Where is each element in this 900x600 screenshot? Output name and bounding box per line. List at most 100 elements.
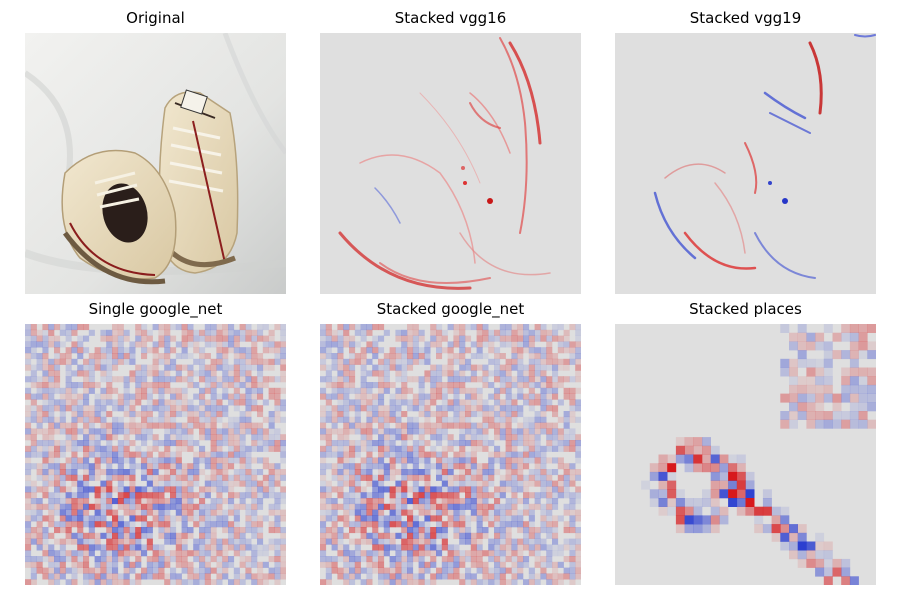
saliency-cell [204,486,211,493]
saliency-cell [36,474,43,481]
saliency-cell [360,364,367,371]
saliency-cell [94,411,101,418]
saliency-cell [436,411,443,418]
saliency-cell [83,556,90,563]
saliency-cell [658,471,668,481]
saliency-cell [320,434,327,441]
saliency-cell [123,428,130,435]
saliency-cell [459,329,466,336]
saliency-cell [175,492,182,499]
saliency-cell [135,341,142,348]
saliency-cell [48,434,55,441]
saliency-cell [228,492,235,499]
saliency-cell [193,335,200,342]
saliency-cell [54,538,61,545]
saliency-cell [59,474,66,481]
saliency-cell [199,515,206,522]
saliency-cell [164,347,171,354]
saliency-cell [360,567,367,574]
saliency-cell [459,498,466,505]
saliency-cell [77,353,84,360]
saliency-cell [354,474,361,481]
saliency-cell [728,498,738,507]
saliency-cell [181,434,188,441]
saliency-cell [534,434,541,441]
saliency-cell [337,515,344,522]
saliency-cell [204,329,211,336]
saliency-cell [401,527,408,534]
saliency-cell [552,445,559,452]
saliency-cell [459,457,466,464]
saliency-cell [675,515,685,525]
saliency-cell [401,556,408,563]
saliency-cell [94,399,101,406]
saliency-cell [65,364,72,371]
saliency-cell [453,324,460,331]
saliency-cell [42,486,49,493]
saliency-cell [470,498,477,505]
saliency-cell [112,347,119,354]
saliency-cell [233,544,240,551]
saliency-cell [575,440,581,447]
saliency-cell [360,440,367,447]
saliency-cell [42,358,49,365]
saliency-cell [152,469,159,476]
saliency-cell [401,509,408,516]
saliency-cell [141,486,148,493]
saliency-cell [164,416,171,423]
saliency-cell [354,469,361,476]
saliency-cell [204,324,211,331]
saliency-cell [488,416,495,423]
saliency-cell [222,457,229,464]
saliency-cell [112,527,119,534]
saliency-cell [36,411,43,418]
saliency-cell [106,544,113,551]
saliency-cell [476,498,483,505]
saliency-cell [135,463,142,470]
saliency-cell [100,405,107,412]
saliency-cell [170,335,177,342]
saliency-cell [476,515,483,522]
saliency-cell [675,454,685,464]
saliency-cell [274,445,281,452]
saliency-cell [343,469,350,476]
saliency-cell [325,416,332,423]
saliency-cell [170,480,177,487]
saliency-cell [575,324,581,331]
saliency-cell [453,335,460,342]
saliency-cell [204,416,211,423]
saliency-cell [146,382,153,389]
saliency-cell [42,451,49,458]
saliency-cell [372,353,379,360]
saliency-cell [83,561,90,568]
saliency-cell [349,451,356,458]
saliency-cell [476,556,483,563]
saliency-cell [164,515,171,522]
saliency-cell [30,573,37,580]
saliency-cell [858,376,868,386]
saliency-cell [331,329,338,336]
saliency-cell [245,538,252,545]
saliency-cell [389,457,396,464]
saliency-cell [257,527,264,534]
saliency-cell [366,434,373,441]
saliency-cell [175,457,182,464]
saliency-cell [251,486,258,493]
saliency-cell [164,561,171,568]
saliency-cell [25,474,32,481]
saliency-cell [262,492,269,499]
saliency-cell [482,416,489,423]
saliency-cell [815,558,825,568]
saliency-cell [228,341,235,348]
saliency-cell [430,463,437,470]
saliency-cell [569,399,576,406]
saliency-cell [123,538,130,545]
saliency-cell [389,532,396,539]
saliency-cell [517,440,524,447]
saliency-cell [430,335,437,342]
saliency-cell [736,480,746,490]
saliency-cell [77,399,84,406]
saliency-cell [841,411,851,420]
saliency-cell [407,538,414,545]
saliency-cell [465,492,472,499]
